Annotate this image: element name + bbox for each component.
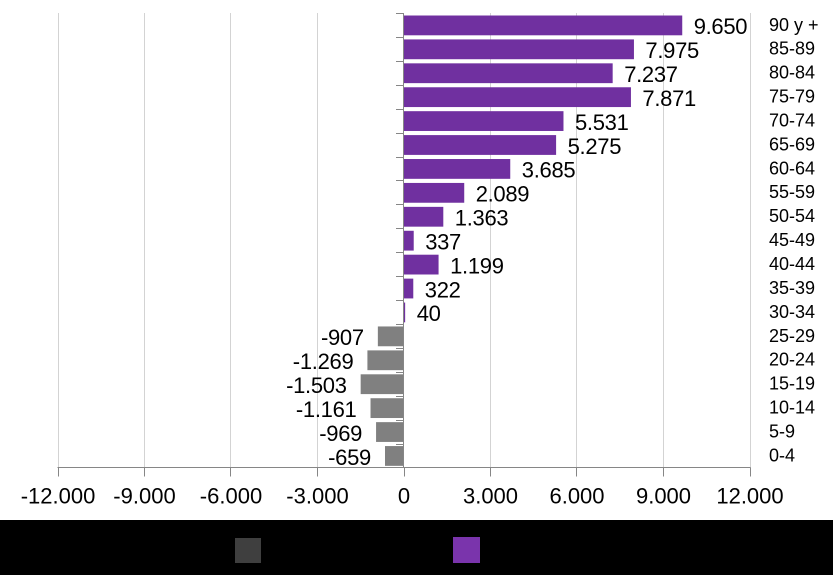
- svg-text:20-24: 20-24: [769, 350, 815, 370]
- svg-text:7.871: 7.871: [642, 86, 696, 111]
- svg-text:50-54: 50-54: [769, 206, 815, 226]
- svg-text:5-9: 5-9: [769, 421, 795, 441]
- svg-text:5.275: 5.275: [568, 134, 622, 159]
- svg-text:9.000: 9.000: [636, 484, 691, 509]
- svg-text:1.363: 1.363: [455, 206, 509, 231]
- svg-text:0: 0: [398, 484, 410, 509]
- svg-text:-9.000: -9.000: [113, 484, 175, 509]
- svg-text:-1.269: -1.269: [293, 349, 354, 374]
- svg-text:1.199: 1.199: [450, 253, 504, 278]
- svg-text:-907: -907: [321, 325, 364, 350]
- svg-text:90 y +: 90 y +: [769, 15, 819, 35]
- svg-text:-1.161: -1.161: [296, 397, 357, 422]
- svg-text:-12.000: -12.000: [21, 484, 96, 509]
- svg-text:-3.000: -3.000: [286, 484, 348, 509]
- svg-text:3.685: 3.685: [522, 158, 576, 183]
- svg-text:3.000: 3.000: [463, 484, 518, 509]
- svg-text:6.000: 6.000: [549, 484, 604, 509]
- svg-text:40: 40: [417, 301, 441, 326]
- svg-text:-659: -659: [328, 445, 371, 470]
- svg-text:80-84: 80-84: [769, 63, 815, 83]
- svg-text:55-59: 55-59: [769, 182, 815, 202]
- svg-text:2.089: 2.089: [476, 182, 530, 207]
- svg-text:-6.000: -6.000: [200, 484, 262, 509]
- svg-text:60-64: 60-64: [769, 158, 815, 178]
- svg-text:337: 337: [425, 230, 461, 255]
- svg-text:40-44: 40-44: [769, 254, 815, 274]
- svg-text:7.975: 7.975: [645, 38, 699, 63]
- svg-text:322: 322: [425, 277, 461, 302]
- svg-text:12.000: 12.000: [716, 484, 783, 509]
- svg-text:10-14: 10-14: [769, 398, 815, 418]
- svg-text:75-79: 75-79: [769, 87, 815, 107]
- svg-text:5.531: 5.531: [575, 110, 629, 135]
- svg-text:30-34: 30-34: [769, 302, 815, 322]
- svg-text:0-4: 0-4: [769, 445, 795, 465]
- svg-text:7.237: 7.237: [624, 62, 678, 87]
- svg-text:65-69: 65-69: [769, 134, 815, 154]
- svg-text:-969: -969: [319, 421, 362, 446]
- svg-text:85-89: 85-89: [769, 39, 815, 59]
- svg-text:-1.503: -1.503: [286, 373, 347, 398]
- svg-text:9.650: 9.650: [694, 14, 748, 39]
- svg-text:70-74: 70-74: [769, 111, 815, 131]
- svg-text:25-29: 25-29: [769, 326, 815, 346]
- svg-text:35-39: 35-39: [769, 278, 815, 298]
- svg-text:15-19: 15-19: [769, 374, 815, 394]
- svg-text:45-49: 45-49: [769, 230, 815, 250]
